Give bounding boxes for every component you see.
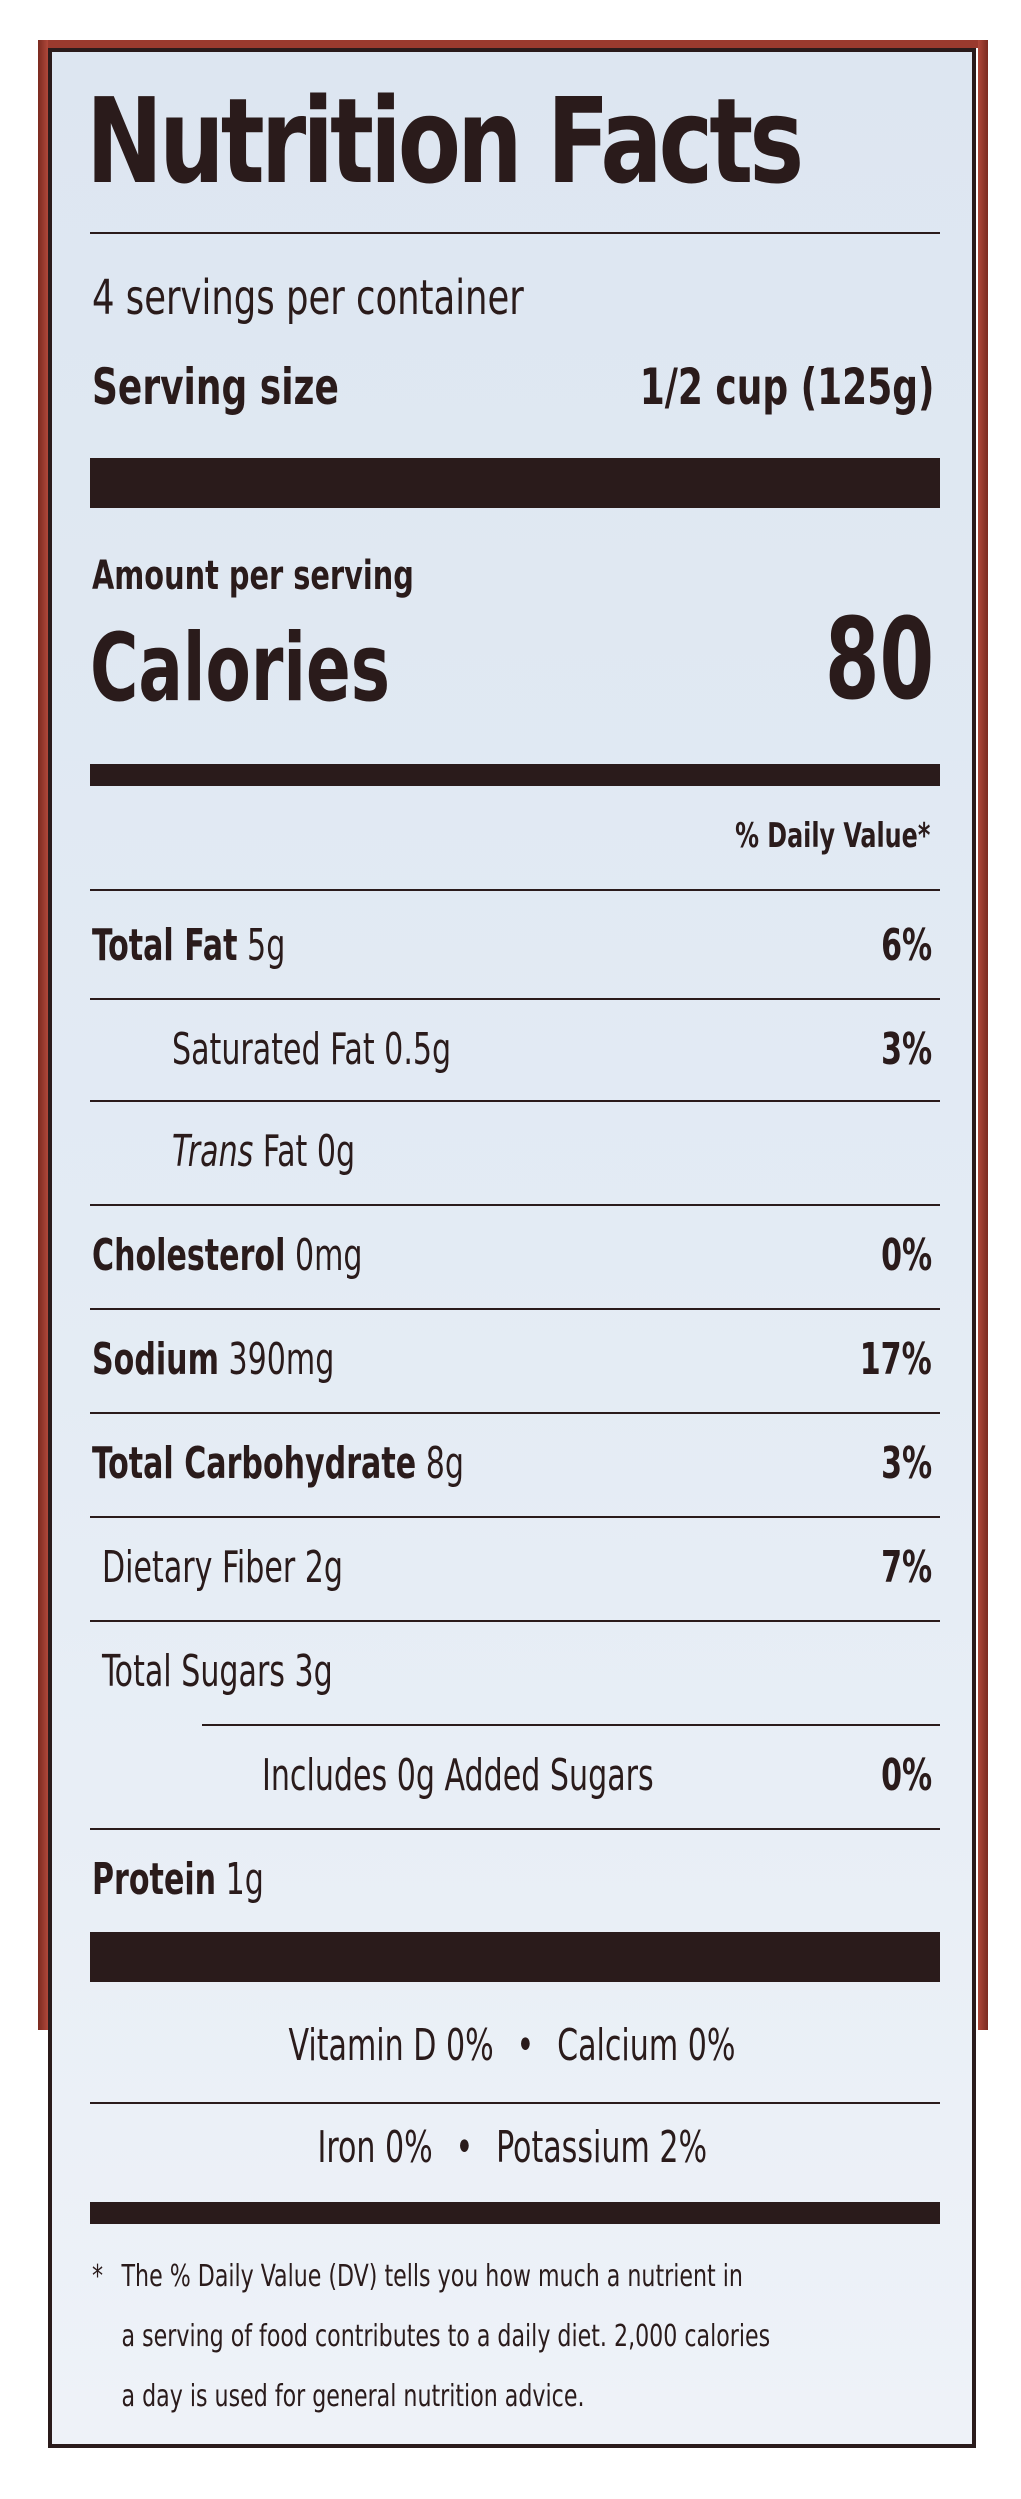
separator-dot: • [455,2122,474,2173]
nutrient-name-italic: Trans [172,1126,254,1177]
footnote-line-2: a serving of food contributes to a daily… [121,2319,771,2354]
package-edge-top [38,40,988,48]
nutrient-amount: 0mg [294,1230,363,1281]
nutrient-row-added-sugars: Includes 0g Added Sugars [262,1750,654,1801]
divider [90,1308,940,1310]
nutrient-row-total-carbohydrate: Total Carbohydrate 8g [92,1442,464,1486]
medium-divider [90,2202,940,2224]
nutrient-name: Dietary Fiber [102,1542,296,1593]
nutrient-dv: 0% [880,1230,932,1281]
nutrient-row-saturated-fat: Saturated Fat 0.5g [172,1028,451,1072]
divider [90,2102,940,2104]
thick-divider [90,458,940,508]
nutrient-amount: 0g [316,1126,356,1177]
divider [90,889,940,891]
nutrient-amount: 3g [294,1646,333,1697]
divider [90,1204,940,1206]
potassium: Potassium 2% [495,2122,707,2173]
divider [90,1620,940,1622]
nutrient-row-dietary-fiber: Dietary Fiber 2g [102,1546,343,1590]
nutrient-row-total-fat: Total Fat 5g [92,924,285,968]
vitamin-d: Vitamin D 0% [288,2020,494,2071]
calories-value: 80 [824,595,934,725]
nutrient-name: Sodium [92,1334,219,1385]
divider [90,1828,940,1830]
thick-divider [90,1932,940,1982]
micronutrient-row-2: Iron 0% • Potassium 2% [52,2126,972,2170]
package-edge-right [978,40,988,2030]
label-title: Nutrition Facts [86,72,804,210]
nutrient-dv: 17% [859,1334,932,1385]
nutrient-amount: 1g [225,1854,264,1905]
nutrient-amount: 8g [425,1438,464,1489]
divider [90,998,940,1000]
nutrient-name: Cholesterol [92,1230,286,1281]
nutrient-row-cholesterol: Cholesterol 0mg [92,1234,363,1278]
divider [90,1100,940,1102]
nutrient-row-protein: Protein 1g [92,1858,264,1902]
calories-label: Calories [90,614,390,723]
nutrient-name: Saturated Fat [172,1024,375,1075]
nutrient-name: Protein [92,1854,217,1905]
nutrient-name: Total Fat [92,920,238,971]
nutrient-row-trans-fat: Trans Fat 0g [172,1130,355,1174]
daily-value-header: % Daily Value* [734,816,930,856]
separator-dot: • [516,2020,535,2071]
nutrient-amount: 2g [304,1542,344,1593]
divider [90,232,940,234]
nutrient-row-total-sugars: Total Sugars 3g [102,1650,333,1694]
servings-per-container: 4 servings per container [92,270,524,326]
nutrient-name: Total Sugars [102,1646,285,1697]
footnote-star: * [92,2259,104,2294]
nutrient-row-sodium: Sodium 390mg [92,1338,334,1382]
calcium: Calcium 0% [557,2020,736,2071]
serving-size-label: Serving size [92,358,339,416]
nutrient-dv: 7% [880,1542,932,1593]
nutrient-amount: 5g [247,920,286,971]
nutrition-facts-panel: Nutrition Facts 4 servings per container… [48,48,976,2448]
micronutrient-row-1: Vitamin D 0% • Calcium 0% [52,2024,972,2068]
nutrient-dv: 6% [880,920,932,971]
amount-per-serving: Amount per serving [92,553,414,599]
footnote-line-1: The % Daily Value (DV) tells you how muc… [121,2259,743,2294]
iron: Iron 0% [317,2122,433,2173]
medium-divider [90,764,940,786]
serving-size-value: 1/2 cup (125g) [639,358,934,416]
nutrient-amount: 390mg [228,1334,335,1385]
nutrient-name: Total Carbohydrate [92,1438,417,1489]
nutrient-dv: 0% [880,1750,932,1801]
package-edge-left [38,40,48,2030]
nutrient-name: Fat [262,1126,308,1177]
nutrient-dv: 3% [880,1438,932,1489]
footnote: * The % Daily Value (DV) tells you how mu… [92,2247,942,2427]
footnote-line-3: a day is used for general nutrition advi… [121,2379,585,2414]
nutrient-dv: 3% [880,1024,932,1075]
nutrient-amount: 0.5g [384,1024,452,1075]
indented-divider [202,1724,940,1726]
divider [90,1516,940,1518]
divider [90,1412,940,1414]
